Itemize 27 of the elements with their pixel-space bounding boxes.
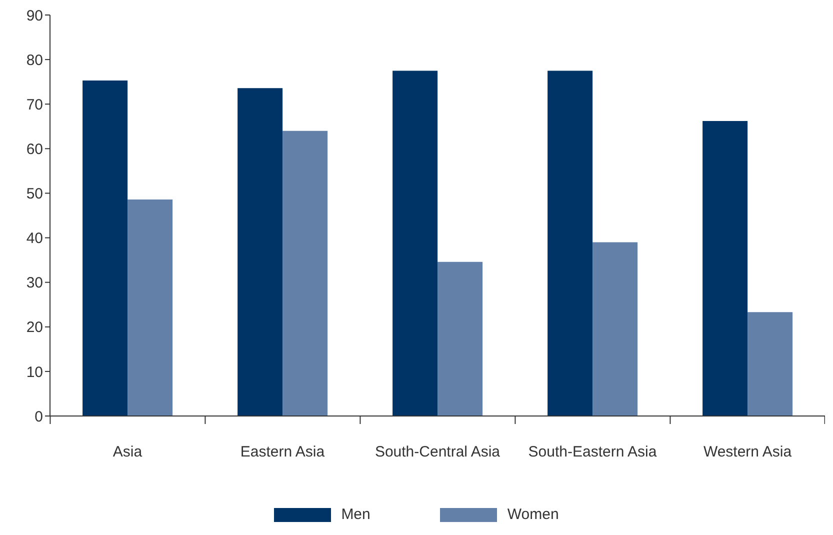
bar [238,88,283,416]
bar [392,70,438,416]
x-tick-label: Eastern Asia [240,444,326,461]
y-tick-label: 40 [26,230,43,248]
y-tick-label: 70 [26,96,43,114]
y-tick-label: 60 [26,140,43,158]
bar [282,130,328,416]
y-tick-label: 10 [26,364,43,381]
y-tick-label: 90 [26,7,43,24]
x-tick-label: Asia [112,444,143,461]
x-tick-label: South-Central Asia [374,444,501,461]
y-tick-label: 0 [34,408,43,426]
bar [548,70,593,416]
bar [702,121,748,416]
legend-label: Men [341,506,370,523]
legend-label: Women [507,506,559,523]
bar [748,312,793,416]
bar [438,262,483,416]
bar [128,199,173,416]
y-tick-label: 80 [26,52,43,69]
y-tick-label: 50 [26,186,43,203]
x-tick-label: Western Asia [703,444,792,461]
bar [82,80,128,416]
bar [592,242,638,416]
x-tick-label: South-Eastern Asia [528,444,658,461]
y-tick-label: 20 [26,319,43,336]
y-tick-label: 30 [26,274,43,292]
